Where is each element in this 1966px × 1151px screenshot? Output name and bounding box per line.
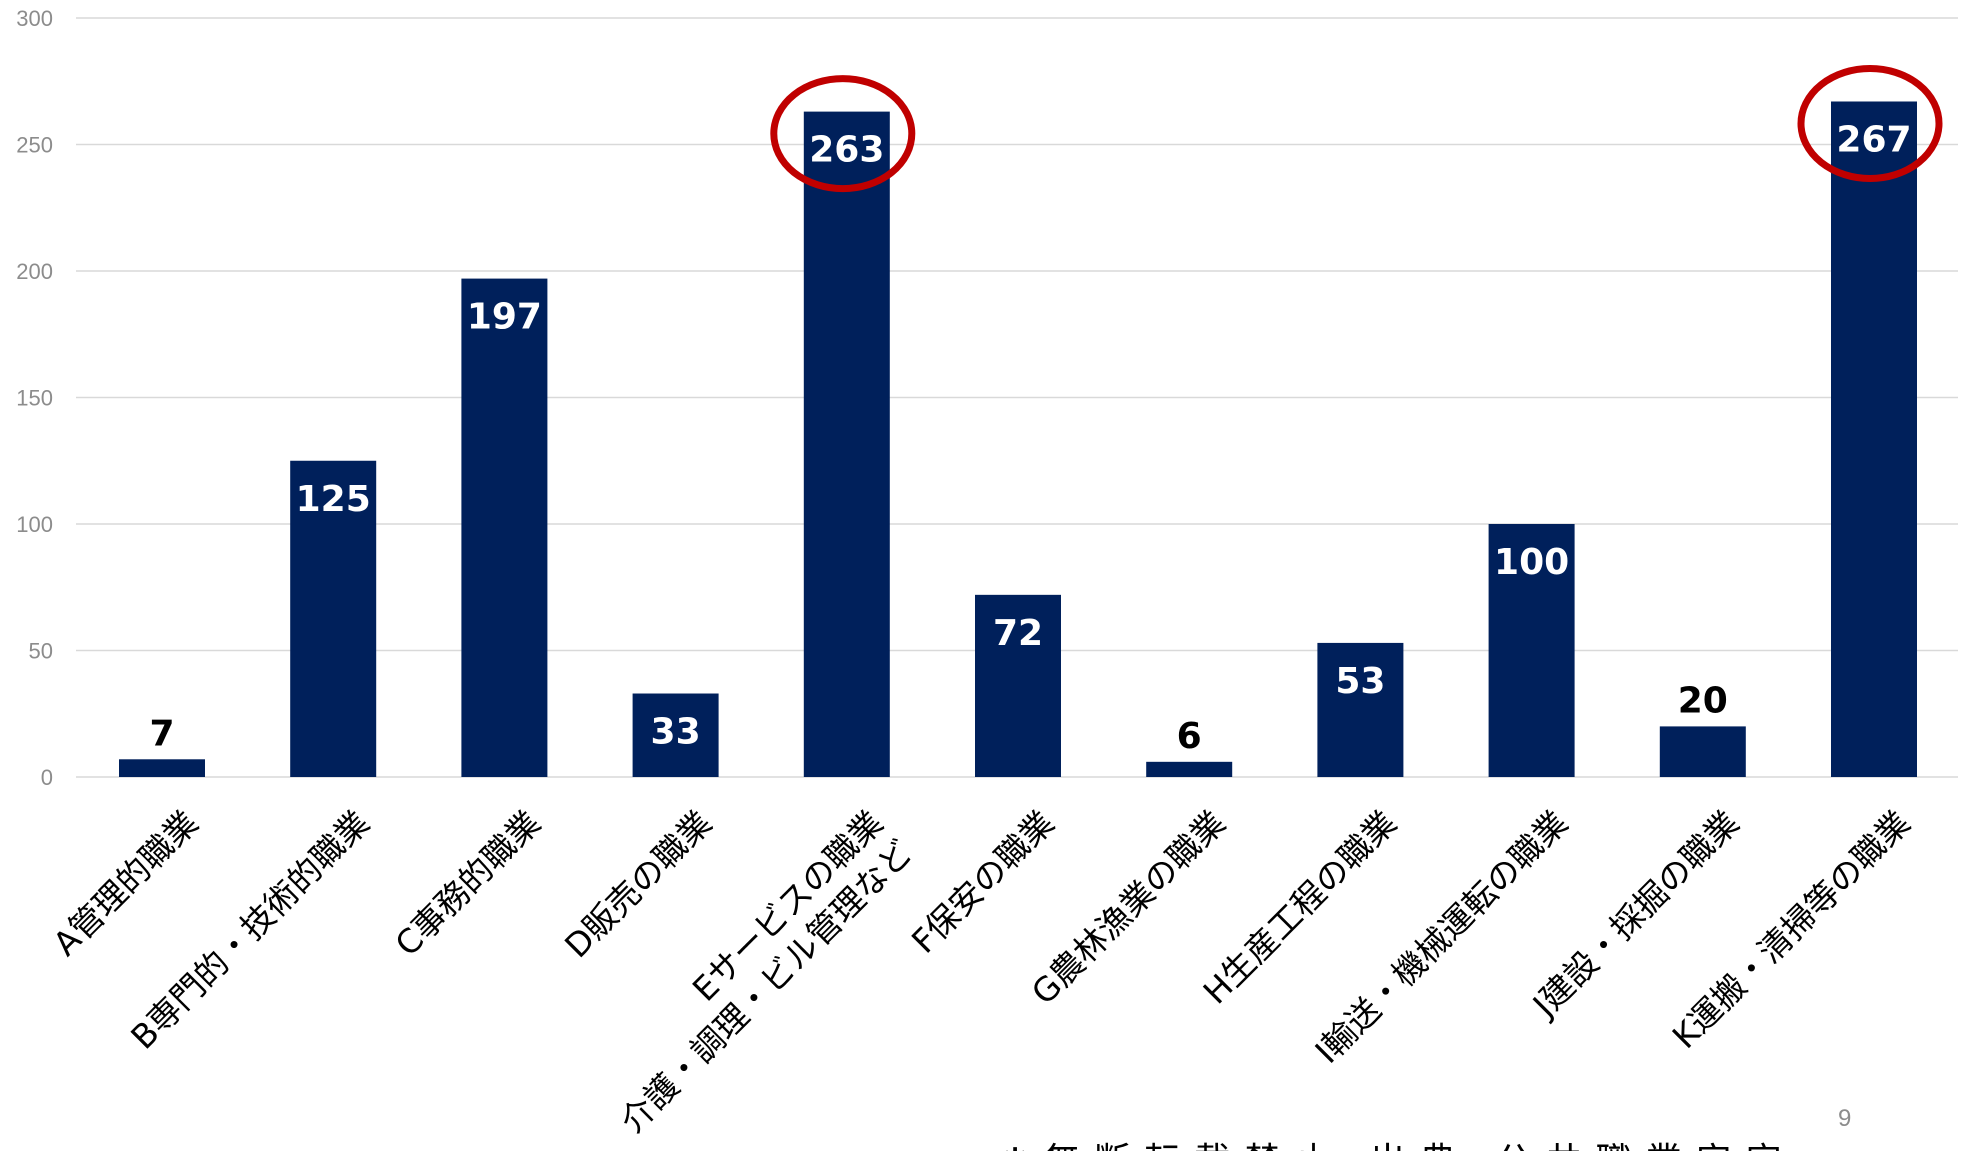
bar [461, 278, 548, 777]
data-label: 100 [1494, 542, 1569, 583]
data-label: 263 [809, 130, 884, 171]
bar [1488, 524, 1575, 777]
y-tick-label: 0 [41, 765, 53, 790]
x-tick-label: A管理的職業 [45, 803, 205, 963]
highlight-circle [1797, 64, 1943, 182]
bar [1659, 726, 1746, 777]
bar [1831, 101, 1917, 778]
x-tick-label: D販売の職業 [557, 803, 719, 965]
highlight-circle [770, 75, 916, 193]
bar [632, 693, 719, 777]
x-tick-label: F保安の職業 [904, 803, 1062, 961]
data-label: 72 [993, 613, 1043, 654]
data-label: 6 [1177, 716, 1202, 757]
data-label: 33 [651, 712, 701, 753]
x-category-label: F保安の職業 [904, 803, 1062, 961]
bar [1317, 642, 1404, 777]
bar [119, 759, 205, 777]
y-tick-label: 150 [16, 386, 53, 411]
bar [975, 594, 1061, 777]
data-label: 53 [1335, 661, 1385, 702]
data-label: 20 [1678, 680, 1728, 721]
x-category-label: D販売の職業 [557, 803, 719, 965]
bar [290, 460, 377, 777]
data-label: 7 [149, 713, 174, 754]
x-tick-label: C事務的職業 [388, 803, 549, 964]
x-category-label: C事務的職業 [388, 803, 549, 964]
data-label: 125 [296, 479, 371, 520]
bar [803, 111, 890, 778]
footer-note: ※無断転載禁止 出典:公共職業安定 [1000, 1132, 1966, 1151]
y-tick-label: 200 [16, 259, 53, 284]
y-tick-label: 250 [16, 133, 53, 158]
x-category-label: A管理的職業 [45, 803, 205, 963]
data-label: 197 [467, 297, 542, 338]
y-tick-label: 50 [29, 639, 53, 664]
bar [1146, 761, 1233, 777]
y-tick-label: 100 [16, 512, 53, 537]
y-tick-label: 300 [16, 6, 53, 31]
data-label: 267 [1836, 119, 1911, 160]
page-number: 9 [1838, 1105, 1852, 1132]
